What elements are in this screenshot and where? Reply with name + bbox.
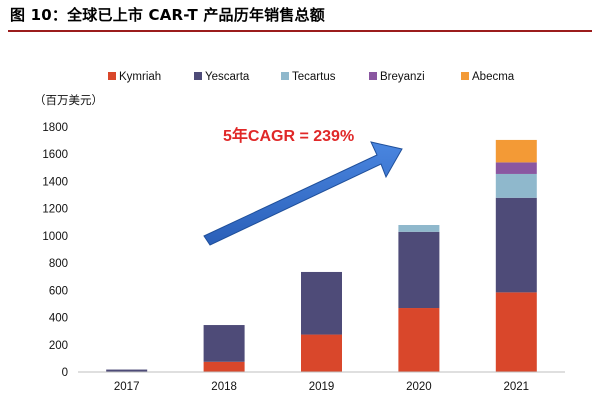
x-tick-label: 2017 — [114, 381, 140, 393]
bar-segment-tecartus-2021 — [495, 173, 537, 198]
y-tick-label: 800 — [49, 258, 68, 270]
bar-segment-kymriah-2019 — [301, 334, 342, 372]
y-axis: 0 200 400 600 800 1000 1200 1400 1600 1800 — [42, 122, 68, 379]
legend-swatch-kymriah — [108, 72, 116, 80]
bar-segment-yescarta-2018 — [203, 325, 245, 362]
y-tick-label: 1600 — [42, 149, 68, 161]
legend-label-yescarta: Yescarta — [205, 71, 250, 83]
bar-segment-breyanzi-2021 — [495, 162, 537, 174]
growth-arrow-icon — [203, 141, 403, 246]
legend-label-tecartus: Tecartus — [292, 71, 336, 83]
growth-arrow — [203, 141, 403, 246]
y-tick-label: 1200 — [42, 204, 68, 216]
bar-segment-yescarta-2019 — [301, 271, 342, 335]
legend-label-abecma: Abecma — [472, 71, 515, 83]
legend-swatch-abecma — [461, 72, 469, 80]
y-axis-unit-label: （百万美元） — [34, 93, 103, 107]
legend-swatch-breyanzi — [369, 72, 377, 80]
bar-segment-kymriah-2018 — [203, 361, 245, 372]
legend-swatch-tecartus — [281, 72, 289, 80]
bar-segment-kymriah-2020 — [398, 308, 440, 372]
legend-label-kymriah: Kymriah — [119, 71, 161, 83]
bar-segment-tecartus-2020 — [398, 225, 440, 232]
x-tick-label: 2018 — [211, 381, 237, 393]
legend-swatch-yescarta — [194, 72, 202, 80]
bar-segment-yescarta-2021 — [495, 197, 537, 293]
figure-title: 图 10：全球已上市 CAR-T 产品历年销售总额 — [10, 6, 325, 24]
cagr-annotation: 5年CAGR = 239% — [223, 126, 354, 145]
bar-segment-yescarta-2020 — [398, 231, 440, 309]
legend: Kymriah Yescarta Tecartus Breyanzi Abecma — [108, 71, 515, 83]
x-axis: 2017 2018 2019 2020 2021 — [78, 371, 565, 393]
y-tick-label: 1000 — [42, 231, 68, 243]
x-tick-label: 2020 — [406, 381, 432, 393]
bars — [106, 139, 537, 372]
title-divider — [8, 30, 592, 32]
y-tick-label: 400 — [49, 313, 68, 325]
y-tick-label: 1800 — [42, 122, 68, 134]
y-tick-label: 600 — [49, 285, 68, 297]
y-tick-label: 1400 — [42, 176, 68, 188]
x-tick-label: 2019 — [309, 381, 335, 393]
bar-segment-abecma-2021 — [495, 139, 537, 163]
bar-segment-yescarta-2017 — [106, 369, 148, 372]
x-tick-label: 2021 — [504, 381, 530, 393]
legend-label-breyanzi: Breyanzi — [380, 71, 425, 83]
y-tick-label: 200 — [49, 340, 68, 352]
bar-segment-kymriah-2021 — [495, 292, 537, 372]
y-tick-label: 0 — [62, 367, 68, 379]
